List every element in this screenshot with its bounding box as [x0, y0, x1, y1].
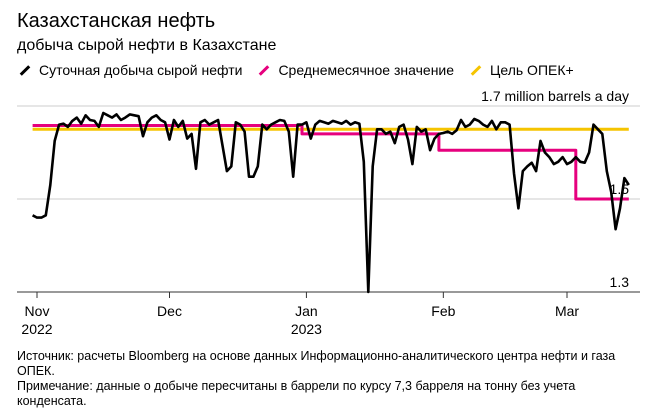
legend-item-daily: Суточная добыча сырой нефти	[17, 62, 242, 78]
x-tick-label-2: Jan	[295, 303, 318, 319]
chart-title: Казахстанская нефть	[17, 10, 216, 32]
x-tick-label-3: Feb	[431, 303, 455, 319]
y-tick-label-0: 1.7 million barrels a day	[481, 88, 629, 104]
legend-item-opec-target: Цель ОПЕК+	[468, 62, 574, 78]
footnote-source: Источник: расчеты Bloomberg на основе да…	[17, 349, 616, 378]
x-tick-sublabel-0: 2022	[21, 321, 52, 337]
x-tick-label-4: Mar	[555, 303, 579, 319]
x-tick-label-0: Nov	[25, 303, 50, 319]
x-tick-sublabel-2: 2023	[291, 321, 322, 337]
footnote-note: Примечание: данные о добыче пересчитаны …	[17, 379, 576, 408]
legend-label-opec-target: Цель ОПЕК+	[490, 62, 574, 78]
chart-legend: Суточная добыча сырой нефти Среднемесячн…	[17, 60, 588, 80]
legend-label-monthly-average: Среднемесячное значение	[278, 62, 455, 78]
chart-subtitle: добыча сырой нефти в Казахстане	[17, 37, 277, 54]
x-tick-label-1: Dec	[157, 303, 182, 319]
legend-item-monthly-average: Среднемесячное значение	[256, 62, 454, 78]
legend-label-daily: Суточная добыча сырой нефти	[39, 62, 243, 78]
series-line-daily-production	[31, 111, 630, 294]
y-tick-label-2: 1.3	[610, 274, 630, 290]
chart-plot: 1.7 million barrels a day1.51.3Nov2022De…	[17, 88, 640, 337]
series-line-monthly-average	[32, 124, 629, 201]
footnotes: Источник: расчеты Bloomberg на основе да…	[17, 349, 642, 409]
